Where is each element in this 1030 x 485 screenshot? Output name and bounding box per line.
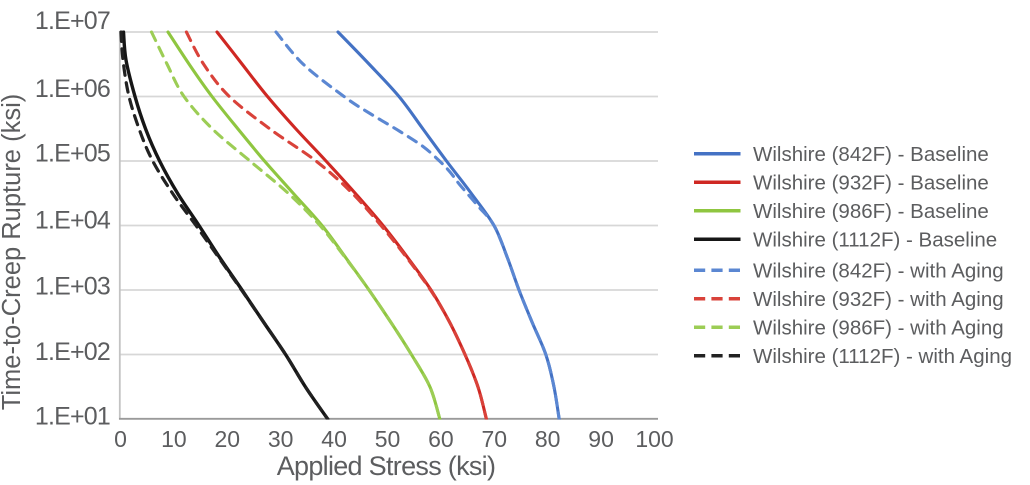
svg-text:1.E+02: 1.E+02 [35, 338, 110, 366]
svg-text:Wilshire (1112F) - with Aging: Wilshire (1112F) - with Aging [753, 345, 1012, 368]
svg-text:Applied Stress (ksi): Applied Stress (ksi) [277, 451, 496, 481]
svg-text:1.E+04: 1.E+04 [35, 206, 111, 234]
svg-text:Time-to-Creep Rupture (ksi): Time-to-Creep Rupture (ksi) [0, 94, 26, 410]
svg-text:1.E+06: 1.E+06 [35, 75, 110, 103]
svg-text:50: 50 [375, 426, 401, 452]
svg-text:1.E+01: 1.E+01 [35, 403, 110, 431]
svg-text:Wilshire (1112F) - Baseline: Wilshire (1112F) - Baseline [753, 228, 997, 251]
svg-text:Wilshire (986F) - Baseline: Wilshire (986F) - Baseline [753, 200, 989, 223]
svg-text:40: 40 [321, 426, 347, 452]
svg-text:30: 30 [268, 426, 294, 452]
svg-text:1.E+07: 1.E+07 [35, 7, 110, 35]
svg-text:60: 60 [428, 426, 454, 452]
svg-text:20: 20 [215, 426, 241, 452]
svg-text:1.E+05: 1.E+05 [35, 140, 110, 168]
svg-text:Wilshire (932F) - with Aging: Wilshire (932F) - with Aging [753, 288, 1004, 311]
svg-text:Wilshire (842F) - with Aging: Wilshire (842F) - with Aging [753, 260, 1004, 283]
svg-text:Wilshire (842F) - Baseline: Wilshire (842F) - Baseline [753, 143, 989, 166]
svg-text:1.E+03: 1.E+03 [35, 273, 110, 301]
svg-text:70: 70 [482, 426, 508, 452]
svg-text:Wilshire (932F) - Baseline: Wilshire (932F) - Baseline [753, 171, 989, 194]
svg-text:90: 90 [588, 426, 614, 452]
svg-text:10: 10 [161, 426, 187, 452]
svg-text:Wilshire (986F) - with Aging: Wilshire (986F) - with Aging [753, 317, 1004, 340]
svg-text:0: 0 [114, 426, 127, 452]
svg-text:100: 100 [635, 426, 673, 452]
svg-text:80: 80 [535, 426, 561, 452]
